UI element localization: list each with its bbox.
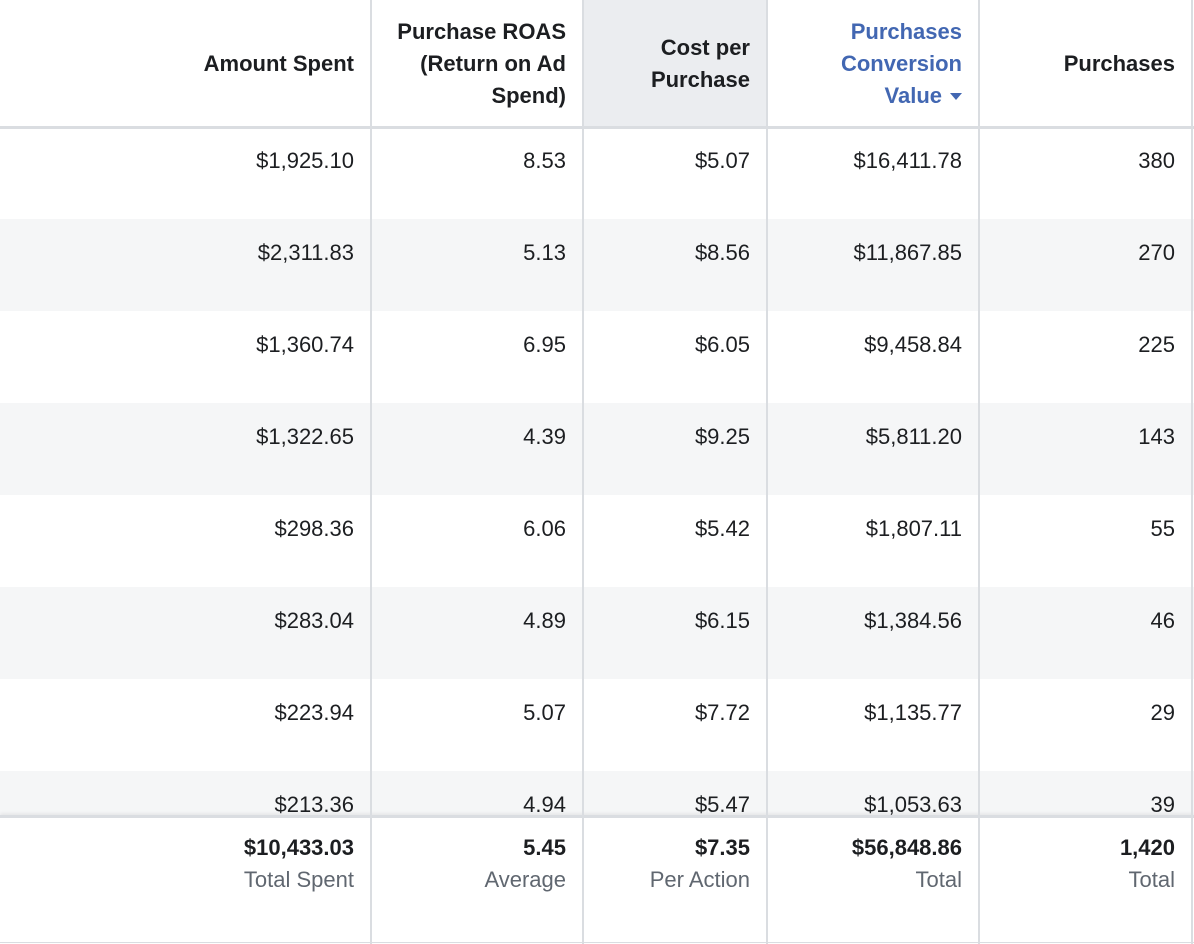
table-cell: 8.53	[523, 148, 566, 173]
total-label: Total	[915, 867, 962, 892]
column-divider	[582, 0, 584, 944]
table-cell: 29	[1150, 700, 1175, 725]
table-cell: $1,360.74	[256, 332, 354, 357]
table-row: $213.36 4.94 $5.47 $1,053.63 39	[0, 771, 1194, 815]
table-cell: $1,807.11	[865, 516, 962, 541]
table-cell: 6.06	[523, 516, 566, 541]
column-divider	[978, 0, 980, 944]
header-label: Amount Spent	[203, 50, 354, 76]
column-divider	[766, 0, 768, 944]
table-body: $1,925.10 8.53 $5.07 $16,411.78 380 $2,311.83…	[0, 127, 1194, 815]
table-cell: $6.15	[694, 608, 750, 633]
table-row: $283.04 4.89 $6.15 $1,384.56 46	[0, 587, 1194, 679]
table-cell: 225	[1138, 332, 1175, 357]
table-row: $1,925.10 8.53 $5.07 $16,411.78 380	[0, 129, 1194, 219]
table-cell: 4.94	[523, 792, 566, 816]
total-label: Total	[1128, 867, 1175, 892]
table-cell: $1,135.77	[864, 700, 962, 725]
table-cell: $1,053.63	[864, 792, 962, 816]
table-cell: $11,867.85	[853, 240, 962, 265]
table-cell: 5.13	[523, 240, 566, 265]
table-cell: $1,322.65	[256, 424, 354, 449]
table-cell: 380	[1138, 148, 1175, 173]
table-cell: 4.39	[523, 424, 566, 449]
table-cell: $9,458.84	[864, 332, 962, 357]
column-header[interactable]: Amount Spent	[0, 0, 371, 127]
table-cell: $1,384.56	[864, 608, 962, 633]
table-cell: $298.36	[274, 516, 354, 541]
sort-caret	[950, 93, 962, 101]
total-label: Average	[484, 867, 566, 892]
table-cell: 46	[1150, 608, 1175, 633]
table-cell: $5,811.20	[865, 424, 962, 449]
column-divider	[370, 0, 372, 944]
header-label: Purchases	[1063, 50, 1175, 76]
table-cell: $1,925.10	[256, 148, 354, 173]
table-row: $2,311.83 5.13 $8.56 $11,867.85 270	[0, 219, 1194, 311]
column-header[interactable]: Purchases Conversion Value	[767, 0, 979, 127]
table-cell: $283.04	[274, 608, 354, 633]
total-label: Total Spent	[243, 867, 354, 892]
table-cell: $8.56	[694, 240, 750, 265]
table-cell: 39	[1150, 792, 1175, 816]
table-cell: 270	[1138, 240, 1175, 265]
table-cell: 6.95	[523, 332, 566, 357]
table-cell: $213.36	[274, 792, 354, 816]
table-cell: 4.89	[523, 608, 566, 633]
column-header[interactable]: Purchase ROAS (Return on Ad Spend)	[371, 0, 583, 127]
table-cell: $5.42	[694, 516, 750, 541]
table-cell: 5.07	[523, 700, 566, 725]
table-cell: $9.25	[694, 424, 750, 449]
header-label: Purchases Conversion Value	[840, 18, 962, 108]
table-cell: $2,311.83	[257, 240, 354, 265]
table-row: $1,322.65 4.39 $9.25 $5,811.20 143	[0, 403, 1194, 495]
column-divider	[1191, 0, 1193, 944]
header-label: Cost per Purchase	[650, 34, 750, 92]
table-cell: 55	[1150, 516, 1175, 541]
total-value: $10,433.03	[243, 835, 354, 860]
total-label: Per Action	[649, 867, 750, 892]
total-value: 1,420	[1119, 835, 1175, 860]
header-divider	[0, 126, 1194, 128]
table-cell: $5.47	[694, 792, 750, 816]
table-cell: $7.72	[694, 700, 750, 725]
table-cell: 143	[1138, 424, 1175, 449]
column-header[interactable]: Purchases	[979, 0, 1192, 127]
table-footer: $10,433.03 Total Spent 5.45 Average $7.35 Per…	[0, 815, 1194, 943]
table-row: $223.94 5.07 $7.72 $1,135.77 29	[0, 679, 1194, 771]
header-label: Purchase ROAS (Return on Ad Spend)	[397, 18, 566, 108]
table-cell: $5.07	[694, 148, 750, 173]
table-row: $1,360.74 6.95 $6.05 $9,458.84 225	[0, 311, 1194, 403]
total-value: $7.35	[694, 835, 750, 860]
total-value: $56,848.86	[851, 835, 962, 860]
table-cell: $6.05	[694, 332, 750, 357]
table-row: $298.36 6.06 $5.42 $1,807.11 55	[0, 495, 1194, 587]
table-cell: $223.94	[274, 700, 354, 725]
table-cell: $16,411.78	[853, 148, 962, 173]
total-value: 5.45	[523, 835, 566, 860]
column-header[interactable]: Cost per Purchase	[583, 0, 767, 127]
header-highlight	[583, 0, 767, 127]
